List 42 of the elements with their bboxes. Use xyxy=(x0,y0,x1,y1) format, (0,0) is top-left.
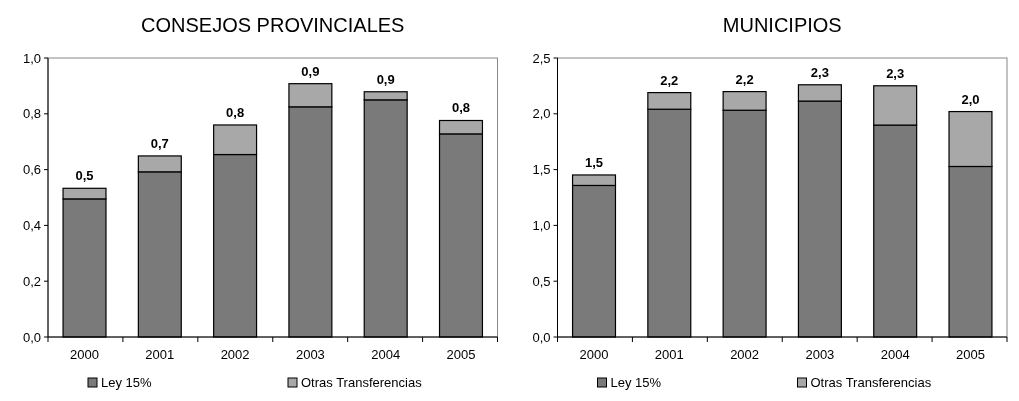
y-tick-label: 2,0 xyxy=(532,106,551,122)
total-label: 2,2 xyxy=(735,71,754,87)
x-tick-label: 2000 xyxy=(70,347,99,362)
chart-title: CONSEJOS PROVINCIALES xyxy=(141,14,405,36)
x-tick-label: 2005 xyxy=(956,347,985,362)
x-tick-label: 2003 xyxy=(295,347,325,362)
legend-label: Otras Transferencias xyxy=(301,375,423,390)
y-tick-label: 0,0 xyxy=(532,329,551,345)
y-tick-label: 2,5 xyxy=(532,50,551,66)
total-label: 1,5 xyxy=(584,154,604,170)
legend-label: Otras Transferencias xyxy=(810,375,932,390)
x-tick-label: 2003 xyxy=(805,347,835,362)
y-tick-label: 0,5 xyxy=(532,273,551,289)
y-tick-label: 0,6 xyxy=(22,162,41,178)
x-tick-label: 2005 xyxy=(446,347,476,362)
total-label: 0,9 xyxy=(301,63,320,79)
x-tick-label: 2004 xyxy=(880,347,910,362)
x-tick-label: 2000 xyxy=(579,347,609,362)
total-label: 2,3 xyxy=(886,65,905,81)
legend-label: Ley 15% xyxy=(610,375,662,390)
total-label: 0,5 xyxy=(75,168,94,184)
chart-title: MUNICIPIOS xyxy=(722,14,842,36)
x-tick-label: 2002 xyxy=(220,347,250,362)
x-tick-label: 2001 xyxy=(145,347,175,362)
total-label: 2,0 xyxy=(961,91,980,107)
x-tick-label: 2002 xyxy=(730,347,760,362)
total-label: 0,9 xyxy=(376,71,395,87)
y-tick-label: 0,0 xyxy=(22,329,41,345)
y-tick-label: 1,0 xyxy=(22,50,41,66)
x-tick-label: 2004 xyxy=(371,347,401,362)
total-label: 2,3 xyxy=(810,64,829,80)
total-label: 0,7 xyxy=(150,135,169,151)
y-tick-label: 1,0 xyxy=(532,217,551,233)
y-tick-label: 0,8 xyxy=(22,106,41,122)
y-tick-label: 1,5 xyxy=(532,162,551,178)
total-label: 2,2 xyxy=(660,72,679,88)
x-tick-label: 2001 xyxy=(654,347,684,362)
legend-label: Ley 15% xyxy=(101,375,153,390)
total-label: 0,8 xyxy=(451,100,471,116)
y-tick-label: 0,2 xyxy=(22,273,41,289)
y-tick-label: 0,4 xyxy=(22,217,41,233)
total-label: 0,8 xyxy=(226,104,245,120)
